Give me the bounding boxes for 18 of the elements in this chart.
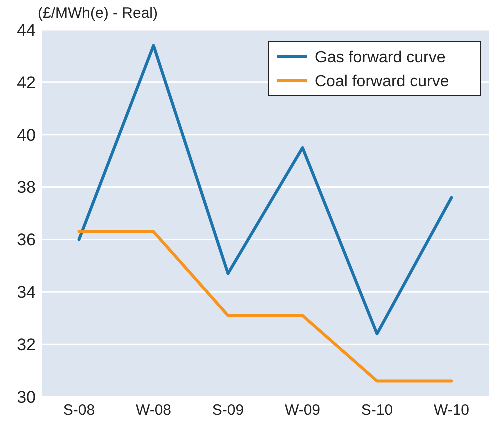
legend-label: Gas forward curve: [315, 50, 446, 67]
y-tick-label: 34: [17, 283, 36, 302]
y-tick-label: 30: [17, 388, 36, 407]
x-tick-label: S-08: [63, 402, 96, 419]
y-tick-label: 40: [17, 126, 36, 145]
y-tick-label: 36: [17, 230, 36, 250]
y-tick-label: 32: [17, 336, 36, 355]
y-tick-label: 44: [17, 20, 36, 40]
y-axis-title: (£/MWh(e) - Real): [38, 5, 158, 22]
x-tick-label: S-09: [212, 402, 244, 419]
line-series: [78, 44, 454, 336]
y-tick-label: 38: [17, 178, 36, 198]
x-tick-label: S-10: [361, 402, 394, 419]
legend-label: Coal forward curve: [315, 74, 450, 91]
x-tick-label: W-10: [434, 402, 470, 419]
x-tick-label: W-08: [136, 402, 172, 419]
x-tick-label: W-09: [284, 402, 321, 419]
y-tick-label: 42: [17, 73, 36, 92]
